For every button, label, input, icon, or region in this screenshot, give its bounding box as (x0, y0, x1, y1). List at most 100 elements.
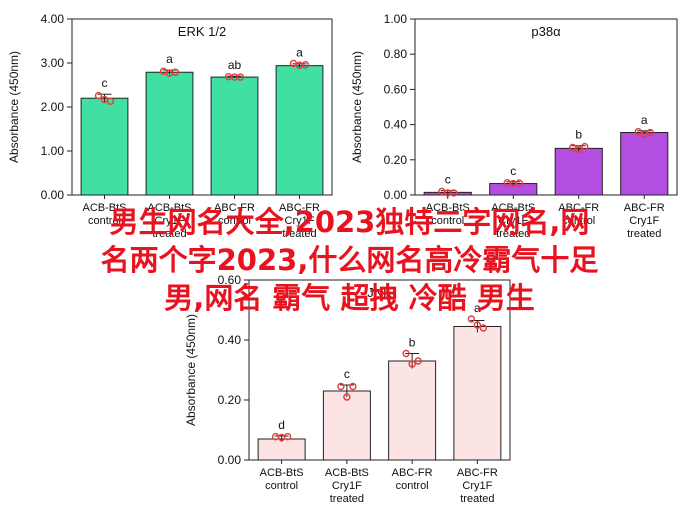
data-point (479, 324, 488, 332)
x-tick-label: Cry1F (285, 215, 315, 227)
x-tick-label: ACB-BtS (260, 467, 304, 479)
bar (388, 360, 437, 461)
x-tick-label: control (396, 480, 429, 492)
x-tick-label: control (218, 215, 251, 227)
x-tick-label: ACB-BtS (325, 467, 369, 479)
bar (453, 326, 502, 461)
chart-title: JNK (367, 285, 392, 300)
bar (554, 147, 603, 196)
y-axis-label: Absorbance (450nm) (7, 51, 21, 163)
x-tick-label: Cry1F (498, 215, 528, 227)
x-tick-label: Cry1F (155, 215, 185, 227)
y-tick-label: 0.20 (384, 153, 408, 167)
significance-letter: a (641, 113, 648, 127)
significance-letter: a (296, 45, 303, 59)
chart-panel-1: ERK 1/2 0.00 1.00 2.00 3.00 4.00 Absorbance (4… (7, 12, 333, 240)
data-point (94, 91, 103, 100)
y-tick-label: 2.00 (41, 100, 65, 114)
chart-title: p38α (531, 24, 561, 39)
y-tick-label: 0.00 (218, 453, 242, 467)
data-point (473, 321, 482, 329)
y-tick-label: 0.60 (384, 82, 408, 96)
y-axis-label: Absorbance (450nm) (350, 51, 364, 163)
significance-letter: a (166, 52, 173, 66)
x-tick-label: ABC-FR (624, 202, 665, 214)
x-tick-label: control (265, 480, 298, 492)
chart-panel-3: JNK 0.00 0.20 0.40 0.60 Absorbance (450nm) d AC… (184, 273, 511, 505)
plot-frame (248, 279, 511, 461)
significance-letter: b (575, 128, 582, 142)
overlay-line-3: 男,网名 霸气 超拽 冷酷 男生 (164, 281, 535, 315)
data-point (515, 179, 523, 187)
x-tick-label: treated (627, 228, 661, 240)
x-tick-label: control (562, 215, 595, 227)
data-point (236, 73, 245, 81)
x-tick-label: control (431, 215, 464, 227)
y-tick-label: 0.60 (218, 273, 242, 287)
x-tick-label: ABC-FR (558, 202, 599, 214)
x-tick-label: treated (460, 493, 494, 505)
y-tick-label: 0.00 (384, 188, 408, 202)
data-point (414, 357, 422, 365)
significance-letter: c (344, 367, 350, 381)
x-tick-label: ABC-FR (392, 467, 433, 479)
significance-letter: b (409, 336, 416, 350)
x-tick-label: control (88, 215, 121, 227)
y-tick-label: 0.80 (384, 47, 408, 61)
overlay-line-2: 名两个字2023,什么网名高冷霸气十足 (100, 243, 599, 277)
data-point (408, 360, 416, 368)
data-point (402, 349, 410, 358)
significance-letter: a (474, 301, 481, 315)
bar (275, 65, 324, 196)
data-point (283, 432, 292, 441)
y-tick-label: 3.00 (41, 56, 65, 70)
bar (257, 438, 306, 461)
data-point (467, 315, 476, 323)
x-tick-label: treated (152, 228, 186, 240)
x-tick-label: ACB-BtS (491, 202, 535, 214)
bar (80, 97, 129, 196)
significance-letter: c (510, 164, 516, 178)
y-tick-label: 0.40 (218, 333, 242, 347)
data-point (343, 393, 351, 401)
data-point (581, 142, 589, 151)
x-tick-label: Cry1F (629, 215, 659, 227)
y-tick-label: 1.00 (41, 144, 65, 158)
x-tick-label: ABC-FR (279, 202, 320, 214)
y-axis-label: Absorbance (450nm) (184, 314, 198, 426)
significance-letter: c (102, 76, 108, 90)
overlay-line-1: 男生网名大全,2023独特二字网名,网 (109, 205, 590, 239)
bar (145, 71, 194, 196)
x-tick-label: treated (496, 228, 530, 240)
data-point (106, 97, 115, 105)
data-point (301, 61, 310, 69)
x-tick-label: ACB-BtS (147, 202, 191, 214)
plot-frame (414, 18, 678, 196)
y-tick-label: 0.20 (218, 393, 242, 407)
y-tick-label: 1.00 (384, 12, 408, 26)
significance-letter: ab (228, 58, 242, 72)
y-tick-label: 0.00 (41, 188, 65, 202)
y-tick-label: 0.40 (384, 118, 408, 132)
x-tick-label: treated (282, 228, 316, 240)
x-tick-label: treated (330, 493, 364, 505)
x-tick-label: Cry1F (462, 480, 492, 492)
bar (620, 132, 669, 196)
y-tick-label: 4.00 (41, 12, 65, 26)
bar (210, 76, 259, 196)
data-point (450, 189, 458, 197)
x-tick-label: ACB-BtS (82, 202, 126, 214)
x-tick-label: Cry1F (332, 480, 362, 492)
chart-panel-2: p38α 0.00 0.20 0.40 0.60 0.80 1.00 Absorbance (… (350, 12, 678, 240)
data-point (646, 128, 654, 137)
x-tick-label: ABC-FR (457, 467, 498, 479)
overlay-caption: 男生网名大全,2023独特二字网名,网 名两个字2023,什么网名高冷霸气十足 … (0, 203, 699, 317)
data-point (337, 382, 345, 391)
bar (322, 390, 371, 461)
data-point (634, 127, 642, 136)
x-tick-label: ACB-BtS (426, 202, 470, 214)
data-point (171, 68, 180, 76)
data-point (349, 382, 357, 391)
significance-letter: d (278, 418, 285, 432)
